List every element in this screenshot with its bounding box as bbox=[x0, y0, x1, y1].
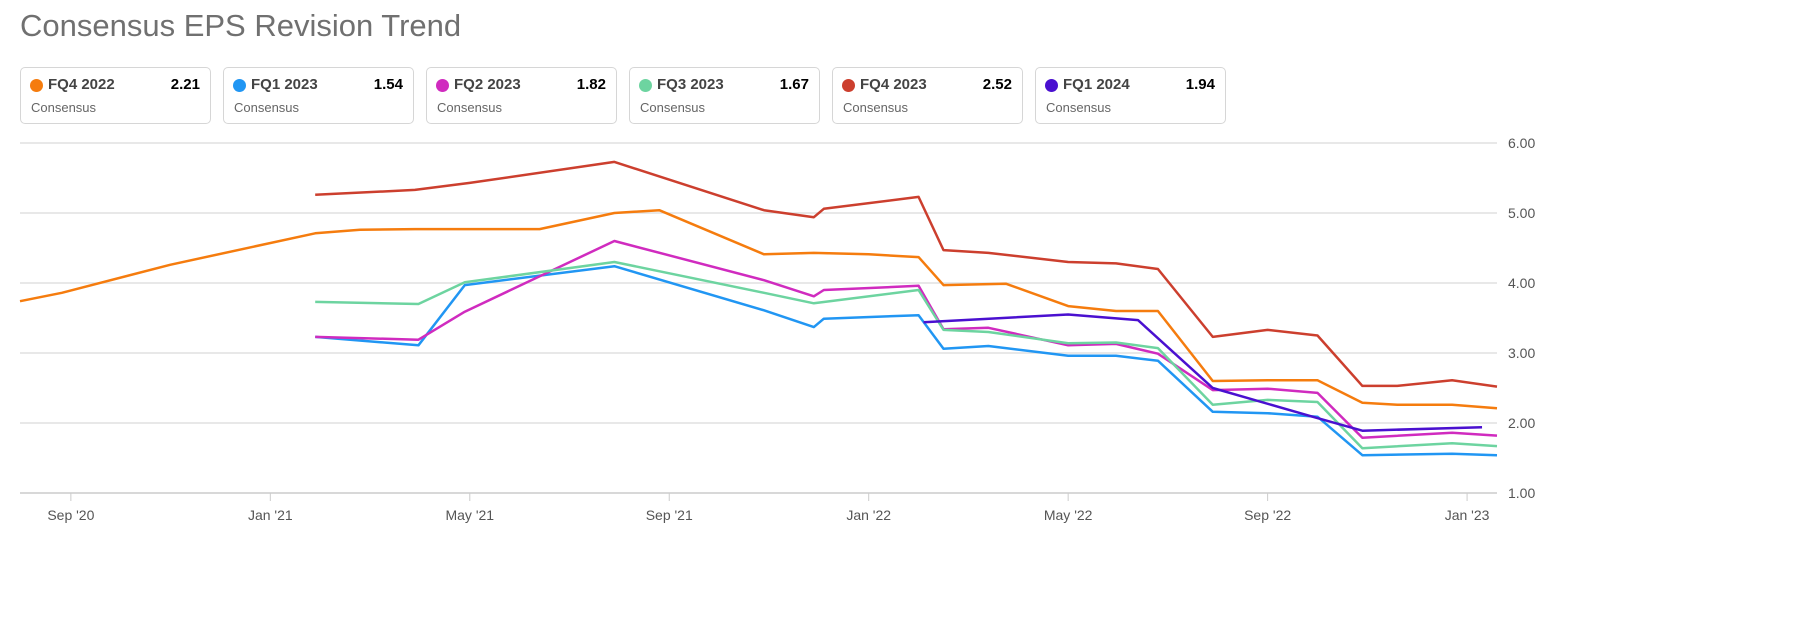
y-tick-label: 4.00 bbox=[1508, 275, 1535, 291]
legend-series-sub: Consensus bbox=[437, 100, 503, 115]
series-color-dot-icon bbox=[639, 79, 652, 92]
series-color-dot-icon bbox=[436, 79, 449, 92]
series-line-fq1-2023 bbox=[315, 264, 1498, 457]
legend-series-value: 1.67 bbox=[779, 76, 809, 93]
series-line-fq2-2023 bbox=[315, 239, 1498, 439]
legend: FQ4 2022 2.21 Consensus FQ1 2023 1.54 Co… bbox=[20, 67, 1226, 124]
series-color-dot-icon bbox=[233, 79, 246, 92]
y-tick-label: 1.00 bbox=[1508, 485, 1535, 501]
legend-item-fq1-2024[interactable]: FQ1 2024 1.94 Consensus bbox=[1035, 67, 1226, 124]
x-tick-label: May '22 bbox=[1044, 507, 1093, 523]
x-tick-label: Jan '23 bbox=[1445, 507, 1490, 523]
legend-item-fq4-2022[interactable]: FQ4 2022 2.21 Consensus bbox=[20, 67, 211, 124]
series-line-fq1-2024 bbox=[923, 313, 1483, 432]
series-line-fq4-2023 bbox=[315, 160, 1498, 388]
legend-series-value: 2.52 bbox=[982, 76, 1012, 93]
legend-item-fq3-2023[interactable]: FQ3 2023 1.67 Consensus bbox=[629, 67, 820, 124]
legend-series-name: FQ1 2023 bbox=[251, 76, 318, 93]
legend-series-name: FQ4 2022 bbox=[48, 76, 115, 93]
series-color-dot-icon bbox=[842, 79, 855, 92]
page-title: Consensus EPS Revision Trend bbox=[20, 8, 462, 43]
legend-series-value: 1.82 bbox=[576, 76, 606, 93]
y-tick-label: 3.00 bbox=[1508, 345, 1535, 361]
x-tick-label: May '21 bbox=[445, 507, 494, 523]
legend-series-name: FQ4 2023 bbox=[860, 76, 927, 93]
series-line-fq3-2023 bbox=[315, 260, 1498, 450]
y-tick-label: 2.00 bbox=[1508, 415, 1535, 431]
x-tick-label: Jan '22 bbox=[846, 507, 891, 523]
legend-item-fq4-2023[interactable]: FQ4 2023 2.52 Consensus bbox=[832, 67, 1023, 124]
y-tick-label: 5.00 bbox=[1508, 205, 1535, 221]
legend-series-name: FQ1 2024 bbox=[1063, 76, 1130, 93]
legend-item-fq2-2023[interactable]: FQ2 2023 1.82 Consensus bbox=[426, 67, 617, 124]
legend-series-sub: Consensus bbox=[843, 100, 909, 115]
legend-series-value: 1.54 bbox=[373, 76, 403, 93]
x-tick-label: Sep '21 bbox=[646, 507, 693, 523]
series-color-dot-icon bbox=[1045, 79, 1058, 92]
legend-series-sub: Consensus bbox=[234, 100, 300, 115]
legend-series-sub: Consensus bbox=[1046, 100, 1112, 115]
legend-series-sub: Consensus bbox=[640, 100, 706, 115]
legend-series-value: 2.21 bbox=[170, 76, 200, 93]
legend-item-fq1-2023[interactable]: FQ1 2023 1.54 Consensus bbox=[223, 67, 414, 124]
x-tick-label: Jan '21 bbox=[248, 507, 293, 523]
legend-series-sub: Consensus bbox=[31, 100, 97, 115]
x-tick-label: Sep '22 bbox=[1244, 507, 1291, 523]
legend-series-name: FQ3 2023 bbox=[657, 76, 724, 93]
legend-series-name: FQ2 2023 bbox=[454, 76, 521, 93]
series-color-dot-icon bbox=[30, 79, 43, 92]
series-line-fq4-2022 bbox=[19, 208, 1498, 410]
x-tick-label: Sep '20 bbox=[47, 507, 94, 523]
legend-series-value: 1.94 bbox=[1185, 76, 1215, 93]
y-tick-label: 6.00 bbox=[1508, 135, 1535, 151]
